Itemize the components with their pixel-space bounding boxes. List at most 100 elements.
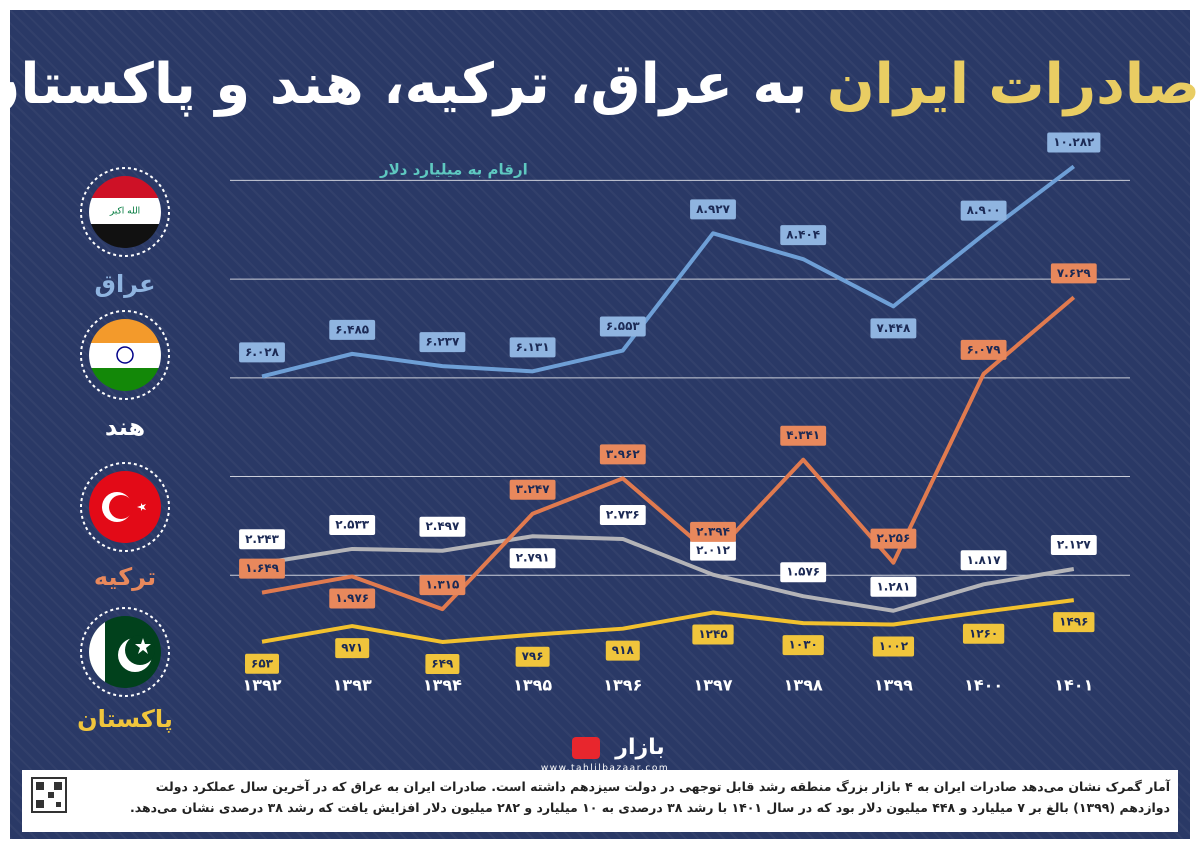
data-label-box: [1053, 612, 1095, 633]
data-label-box: [239, 529, 285, 550]
logo: بازار www.tahlilbazaar.com: [541, 735, 669, 774]
data-label-text: ۱.۳۱۵: [425, 578, 459, 592]
x-tick-label: ۱۳۹۹: [874, 676, 913, 695]
data-label: ۱۰۳۰: [782, 635, 824, 656]
data-label-box: [599, 504, 646, 525]
data-label-box: [329, 319, 376, 340]
logo-url: www.tahlilbazaar.com: [541, 764, 669, 774]
data-label-text: ۶.۲۳۷: [425, 335, 460, 349]
data-label-text: ۹۷۱: [341, 641, 363, 655]
subtitle: ارقام به میلیارد دلار: [379, 161, 528, 179]
data-label-text: ۶۴۹: [431, 656, 454, 670]
data-label-box: [870, 528, 917, 549]
data-label-text: ۷۹۶: [522, 649, 544, 663]
data-label-box: [509, 337, 556, 358]
data-label-box: [780, 225, 827, 246]
x-tick-label: ۱۳۹۸: [784, 676, 823, 695]
data-label-text: ۱.۸۱۷: [967, 553, 1002, 567]
data-label-text: ۱.۵۷۶: [786, 565, 820, 579]
data-label-text: ۲.۷۹۱: [516, 551, 550, 565]
data-label: ۱.۲۸۱: [870, 576, 917, 597]
data-label-text: ۸.۴۰۴: [786, 228, 820, 242]
series-line: [261, 598, 1075, 644]
data-label: ۱۰۰۲: [872, 636, 915, 657]
data-label-box: [690, 521, 736, 542]
data-label-text: ۱۰.۲۸۲: [1053, 135, 1095, 149]
chart-title: صادرات ایران به عراق، ترکیه، هند و پاکست…: [0, 52, 1200, 117]
series-line: [261, 534, 1075, 613]
data-label: ۸.۹۰۰: [960, 200, 1007, 221]
data-label-text: ۷.۶۲۹: [1057, 266, 1092, 280]
data-label: ۶.۴۸۵: [329, 319, 376, 340]
data-label-box: [1047, 132, 1101, 153]
data-label-box: [329, 514, 376, 535]
data-label-text: ۱۴۹۶: [1059, 615, 1088, 629]
legend-label: عراق: [94, 270, 155, 298]
data-label: ۷.۴۴۸: [870, 318, 917, 339]
data-label-text: ۱.۶۴۹: [245, 561, 280, 575]
series-line: [261, 295, 1076, 612]
data-label: ۶.۵۵۳: [599, 316, 646, 337]
x-tick-label: ۱۴۰۱: [1054, 676, 1093, 695]
data-label-text: ۹۱۸: [612, 643, 635, 657]
data-label: ۱۴۹۶: [1053, 612, 1095, 633]
data-label-text: ۴.۳۴۱: [786, 428, 820, 442]
data-label-box: [419, 516, 466, 537]
x-tick-label: ۱۳۹۵: [513, 676, 552, 695]
x-tick-label: ۱۳۹۴: [423, 676, 462, 695]
data-label-text: ۲.۴۹۷: [425, 519, 460, 533]
legend-label: پاکستان: [77, 705, 173, 733]
data-label: ۲.۲۵۶: [870, 528, 917, 549]
legend-label: هند: [105, 413, 145, 441]
data-label-text: ۶.۰۲۸: [245, 345, 280, 359]
data-label-text: ۶.۱۳۱: [516, 340, 550, 354]
data-label-box: [425, 653, 460, 674]
data-label: ۲.۱۲۷: [1050, 535, 1097, 556]
data-label: ۶.۰۲۸: [239, 342, 285, 363]
logo-name: بازار: [614, 735, 664, 760]
data-label-text: ۱۲۴۵: [698, 627, 727, 641]
data-label-box: [239, 342, 285, 363]
data-label-box: [509, 479, 556, 500]
data-label: ۲.۳۹۴: [690, 521, 736, 542]
data-label-box: [962, 623, 1005, 644]
title-highlight: صادرات ایران: [826, 52, 1200, 117]
data-label-text: ۱۰۳۰: [789, 638, 818, 652]
data-label: ۱۲۶۰: [962, 623, 1005, 644]
data-label: ۶۵۳: [245, 653, 279, 674]
data-label-text: ۱.۲۸۱: [876, 579, 910, 593]
data-label-text: ۱.۹۷۶: [335, 591, 369, 605]
data-label: ۱.۶۴۹: [239, 558, 285, 579]
data-label: ۱.۵۷۶: [780, 562, 827, 583]
data-label-text: ۶.۴۸۵: [335, 322, 369, 336]
data-label: ۶.۰۷۹: [960, 339, 1007, 360]
x-tick-label: ۱۳۹۳: [333, 676, 372, 695]
data-label-box: [515, 646, 550, 667]
data-label-text: ۸.۹۲۷: [696, 202, 731, 216]
data-label-text: ۱۲۶۰: [969, 626, 998, 640]
data-label-box: [960, 200, 1007, 221]
data-label-text: ۳.۲۴۷: [516, 482, 551, 496]
data-label-box: [960, 550, 1007, 571]
data-label: ۲.۲۴۳: [239, 529, 285, 550]
data-label: ۲.۴۹۷: [419, 516, 466, 537]
data-label-box: [1050, 535, 1097, 556]
data-label: ۸.۴۰۴: [780, 225, 827, 246]
data-label: ۴.۳۴۱: [780, 425, 827, 446]
data-label: ۲.۷۳۶: [599, 504, 646, 525]
data-label: ۷.۶۲۹: [1050, 263, 1097, 284]
x-tick-label: ۱۳۹۲: [242, 676, 281, 695]
x-tick-label: ۱۳۹۶: [603, 676, 642, 695]
data-label-box: [419, 332, 466, 353]
data-label-text: ۶.۵۵۳: [606, 319, 641, 333]
footer-box: [22, 770, 1178, 832]
x-tick-label: ۱۴۰۰: [964, 676, 1003, 695]
data-label-box: [960, 339, 1007, 360]
data-label-text: ۲.۰۱۲: [696, 543, 731, 557]
data-label-box: [690, 540, 736, 561]
data-label: ۸.۹۲۷: [690, 199, 736, 220]
data-label-text: ۲.۲۵۶: [876, 531, 910, 545]
data-label-text: ۲.۷۳۶: [606, 507, 640, 521]
